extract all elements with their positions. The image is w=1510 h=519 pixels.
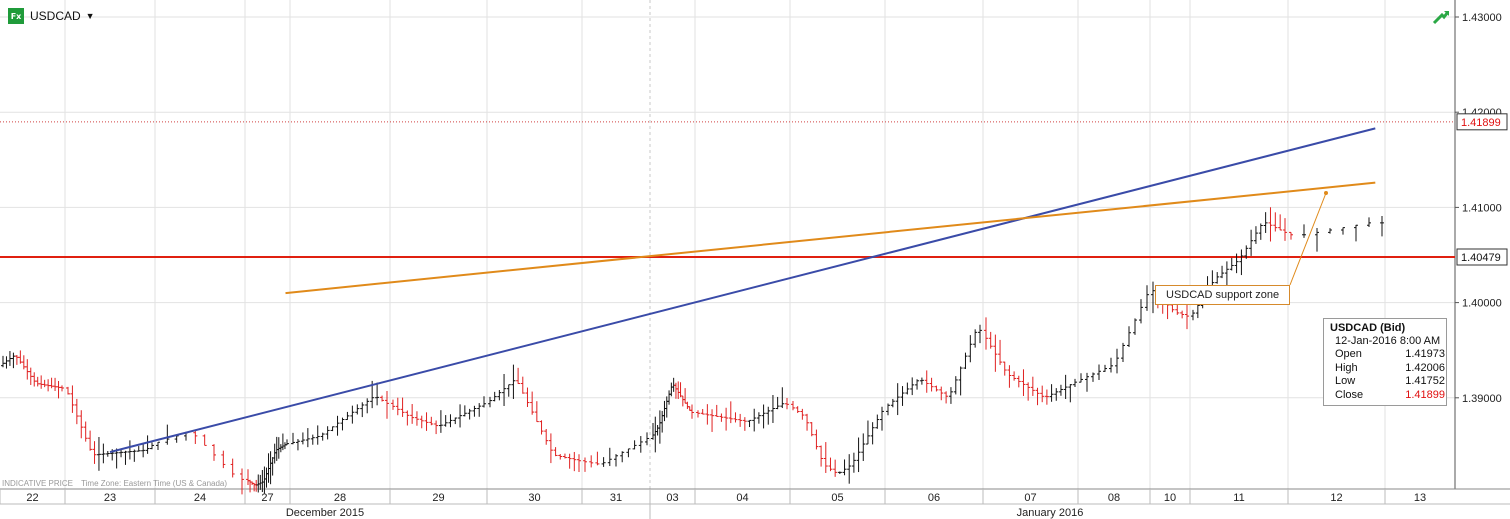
ohlc-tooltip: USDCAD (Bid) 12-Jan-2016 8:00 AM Open 1.… [1323, 318, 1447, 406]
x-tick-label: 30 [528, 492, 540, 504]
chevron-down-icon[interactable]: ▼ [85, 11, 95, 21]
fx-icon: Fx [8, 8, 24, 24]
ohlc-bars [1, 207, 1384, 495]
month-label: January 2016 [1017, 507, 1084, 519]
x-tick-label: 28 [334, 492, 346, 504]
price-label-box [1456, 113, 1508, 131]
x-tick-label: 29 [432, 492, 444, 504]
x-tick-label: 27 [261, 492, 273, 504]
tooltip-high-label: High [1335, 361, 1358, 374]
symbol-selector[interactable]: Fx USDCAD ▼ [8, 8, 95, 24]
x-tick-label: 05 [831, 492, 843, 504]
x-tick-label: 03 [666, 492, 678, 504]
x-tick-label: 23 [104, 492, 116, 504]
x-tick-label: 13 [1414, 492, 1426, 504]
x-tick-label: 04 [736, 492, 748, 504]
price-label: 1.41899 [1461, 117, 1501, 129]
tooltip-high-value: 1.42006 [1405, 361, 1445, 374]
annotation-leader [1289, 192, 1327, 286]
x-tick-label: 07 [1024, 492, 1036, 504]
x-tick-label: 08 [1108, 492, 1120, 504]
tooltip-low-label: Low [1335, 375, 1356, 387]
x-tick-label: 24 [194, 492, 206, 504]
tooltip-open-label: Open [1335, 348, 1362, 360]
tooltip-row-high: High 1.42006 [1330, 362, 1446, 376]
trendline-blue [109, 127, 1376, 454]
x-tick-label: 06 [928, 492, 940, 504]
tooltip-close-label: Close [1335, 388, 1364, 401]
month-label: December 2015 [286, 507, 364, 519]
timezone-label: Time Zone: Eastern Time (US & Canada) [81, 479, 228, 488]
y-tick-label: 1.41000 [1462, 202, 1502, 214]
trendline-orange [285, 181, 1376, 295]
x-tick-label: 12 [1330, 492, 1342, 504]
price-label: 1.40479 [1461, 252, 1501, 264]
y-tick-label: 1.40000 [1462, 298, 1502, 310]
tooltip-row-open: Open 1.41973 [1330, 348, 1446, 362]
tooltip-low-value: 1.41752 [1405, 375, 1445, 387]
footer-note: INDICATIVE PRICE Time Zone: Eastern Time… [2, 479, 233, 488]
indicative-price-label: INDICATIVE PRICE [2, 479, 73, 488]
y-tick-label: 1.39000 [1462, 393, 1502, 405]
tooltip-row-close: Close 1.41899 [1330, 389, 1446, 403]
tooltip-close-value: 1.41899 [1405, 388, 1445, 401]
x-tick-label: 10 [1164, 492, 1176, 504]
x-tick-label: 22 [26, 492, 38, 504]
x-tick-label: 31 [610, 492, 622, 504]
x-tick-label: 11 [1233, 492, 1244, 504]
annotation-anchor-dot [1324, 191, 1328, 195]
tooltip-open-value: 1.41973 [1405, 348, 1445, 360]
support-zone-annotation[interactable]: USDCAD support zone [1155, 285, 1290, 305]
y-tick-label: 1.43000 [1462, 12, 1502, 24]
price-label-box [1456, 248, 1508, 266]
symbol-label: USDCAD [30, 9, 81, 23]
trend-arrow-icon[interactable] [1432, 9, 1450, 25]
plot-area [0, 0, 1455, 489]
tooltip-title: USDCAD (Bid) [1330, 322, 1406, 334]
tooltip-date: 12-Jan-2016 8:00 AM [1335, 335, 1441, 347]
tooltip-row-low: Low 1.41752 [1330, 375, 1446, 389]
annotation-text: USDCAD support zone [1166, 289, 1280, 301]
